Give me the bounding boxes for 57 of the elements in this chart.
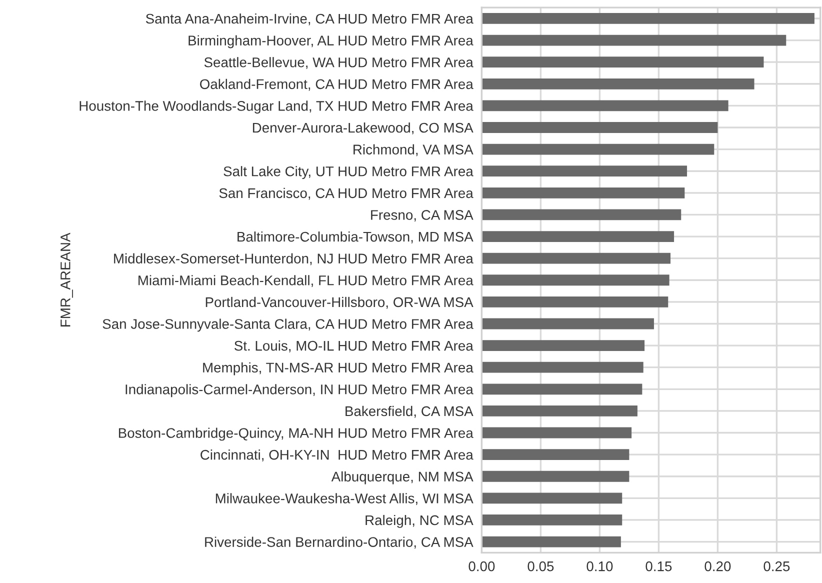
x-tick-label: 0.15: [646, 561, 672, 572]
bar: [482, 209, 682, 220]
bar: [482, 296, 668, 308]
bar: [482, 144, 714, 155]
y-tick-label: San Jose-Sunnyvale-Santa Clara, CA HUD Metro FMR Area: [102, 318, 474, 332]
y-tick-label: Houston-The Woodlands-Sugar Land, TX HUD Metro FMR Area: [80, 100, 474, 114]
x-tick-label: 0.10: [586, 561, 613, 572]
bar: [482, 318, 654, 330]
bar: [482, 427, 632, 438]
y-tick-label: Indianapolis-Carmel-Anderson, IN HUD Metro FMR Area: [126, 384, 474, 398]
y-tick-label: Memphis, TN-MS-AR HUD Metro FMR Area: [203, 362, 474, 376]
bar: [482, 56, 764, 68]
bar: [482, 340, 645, 351]
bar: [482, 34, 786, 46]
y-tick-label: Santa Ana-Anaheim-Irvine, CA HUD Metro FMR Area: [146, 13, 474, 26]
y-tick-label: Cincinnati, OH-KY-IN HUD Metro FMR Area: [200, 450, 474, 462]
bar: [482, 514, 622, 526]
y-tick-label: Miami-Miami Beach-Kendall, FL HUD Metro FMR Area: [138, 275, 474, 287]
y-tick-label: Baltimore-Columbia-Towson, MD MSA: [238, 231, 474, 244]
bar: [482, 274, 670, 286]
y-tick-label: Richmond, VA MSA: [354, 144, 474, 156]
bar: [482, 384, 642, 395]
bar: [482, 231, 674, 242]
y-tick-label: Raleigh, NC MSA: [366, 514, 474, 528]
y-tick-label: Oakland-Fremont, CA HUD Metro FMR Area: [200, 78, 474, 91]
y-tick-label: Riverside-San Bernardino-Ontario, CA MSA: [205, 536, 474, 549]
bar: [482, 166, 688, 177]
y-tick-label: Fresno, CA MSA: [371, 210, 474, 222]
bar: [482, 252, 670, 264]
x-tick-label: 0.25: [764, 561, 790, 572]
bar: [482, 78, 754, 90]
bar: [482, 470, 630, 482]
bar: [482, 122, 718, 133]
y-tick-label: Birmingham-Hoover, AL HUD Metro FMR Area: [188, 35, 474, 48]
y-tick-label: Milwaukee-Waukesha-West Allis, WI MSA: [216, 493, 474, 505]
x-tick-label: 0.05: [528, 561, 554, 572]
x-tick-label: 0.20: [704, 561, 731, 572]
bar: [482, 406, 638, 416]
y-tick-label: St. Louis, MO-IL HUD Metro FMR Area: [234, 340, 474, 352]
bar: [482, 449, 630, 460]
x-tick-label: 0.00: [468, 561, 495, 572]
y-tick-label: Albuquerque, NM MSA: [331, 471, 474, 484]
y-tick-label: San Francisco, CA HUD Metro FMR Area: [219, 188, 474, 200]
y-tick-label: Salt Lake City, UT HUD Metro FMR Area: [224, 166, 474, 180]
y-tick-label: Middlesex-Somerset-Hunterdon, NJ HUD Metro FMR Area: [114, 253, 474, 266]
y-axis-title: FMR_AREANA: [60, 232, 73, 326]
y-tick-label: Boston-Cambridge-Quincy, MA-NH HUD Metro FMR Area: [118, 428, 474, 441]
bar: [482, 100, 728, 112]
bar: [482, 536, 621, 548]
y-tick-label: Seattle-Bellevue, WA HUD Metro FMR Area: [204, 57, 474, 69]
y-tick-label: Denver-Aurora-Lakewood, CO MSA: [252, 122, 474, 134]
bar: [482, 492, 622, 504]
bar: [482, 187, 685, 198]
bar: [482, 13, 814, 24]
y-tick-label: Bakersfield, CA MSA: [346, 406, 474, 418]
y-tick-label: Portland-Vancouver-Hillsboro, OR-WA MSA: [206, 296, 474, 309]
bar: [482, 362, 644, 373]
